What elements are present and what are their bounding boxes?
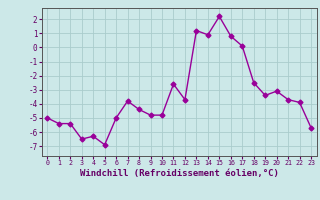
- X-axis label: Windchill (Refroidissement éolien,°C): Windchill (Refroidissement éolien,°C): [80, 169, 279, 178]
